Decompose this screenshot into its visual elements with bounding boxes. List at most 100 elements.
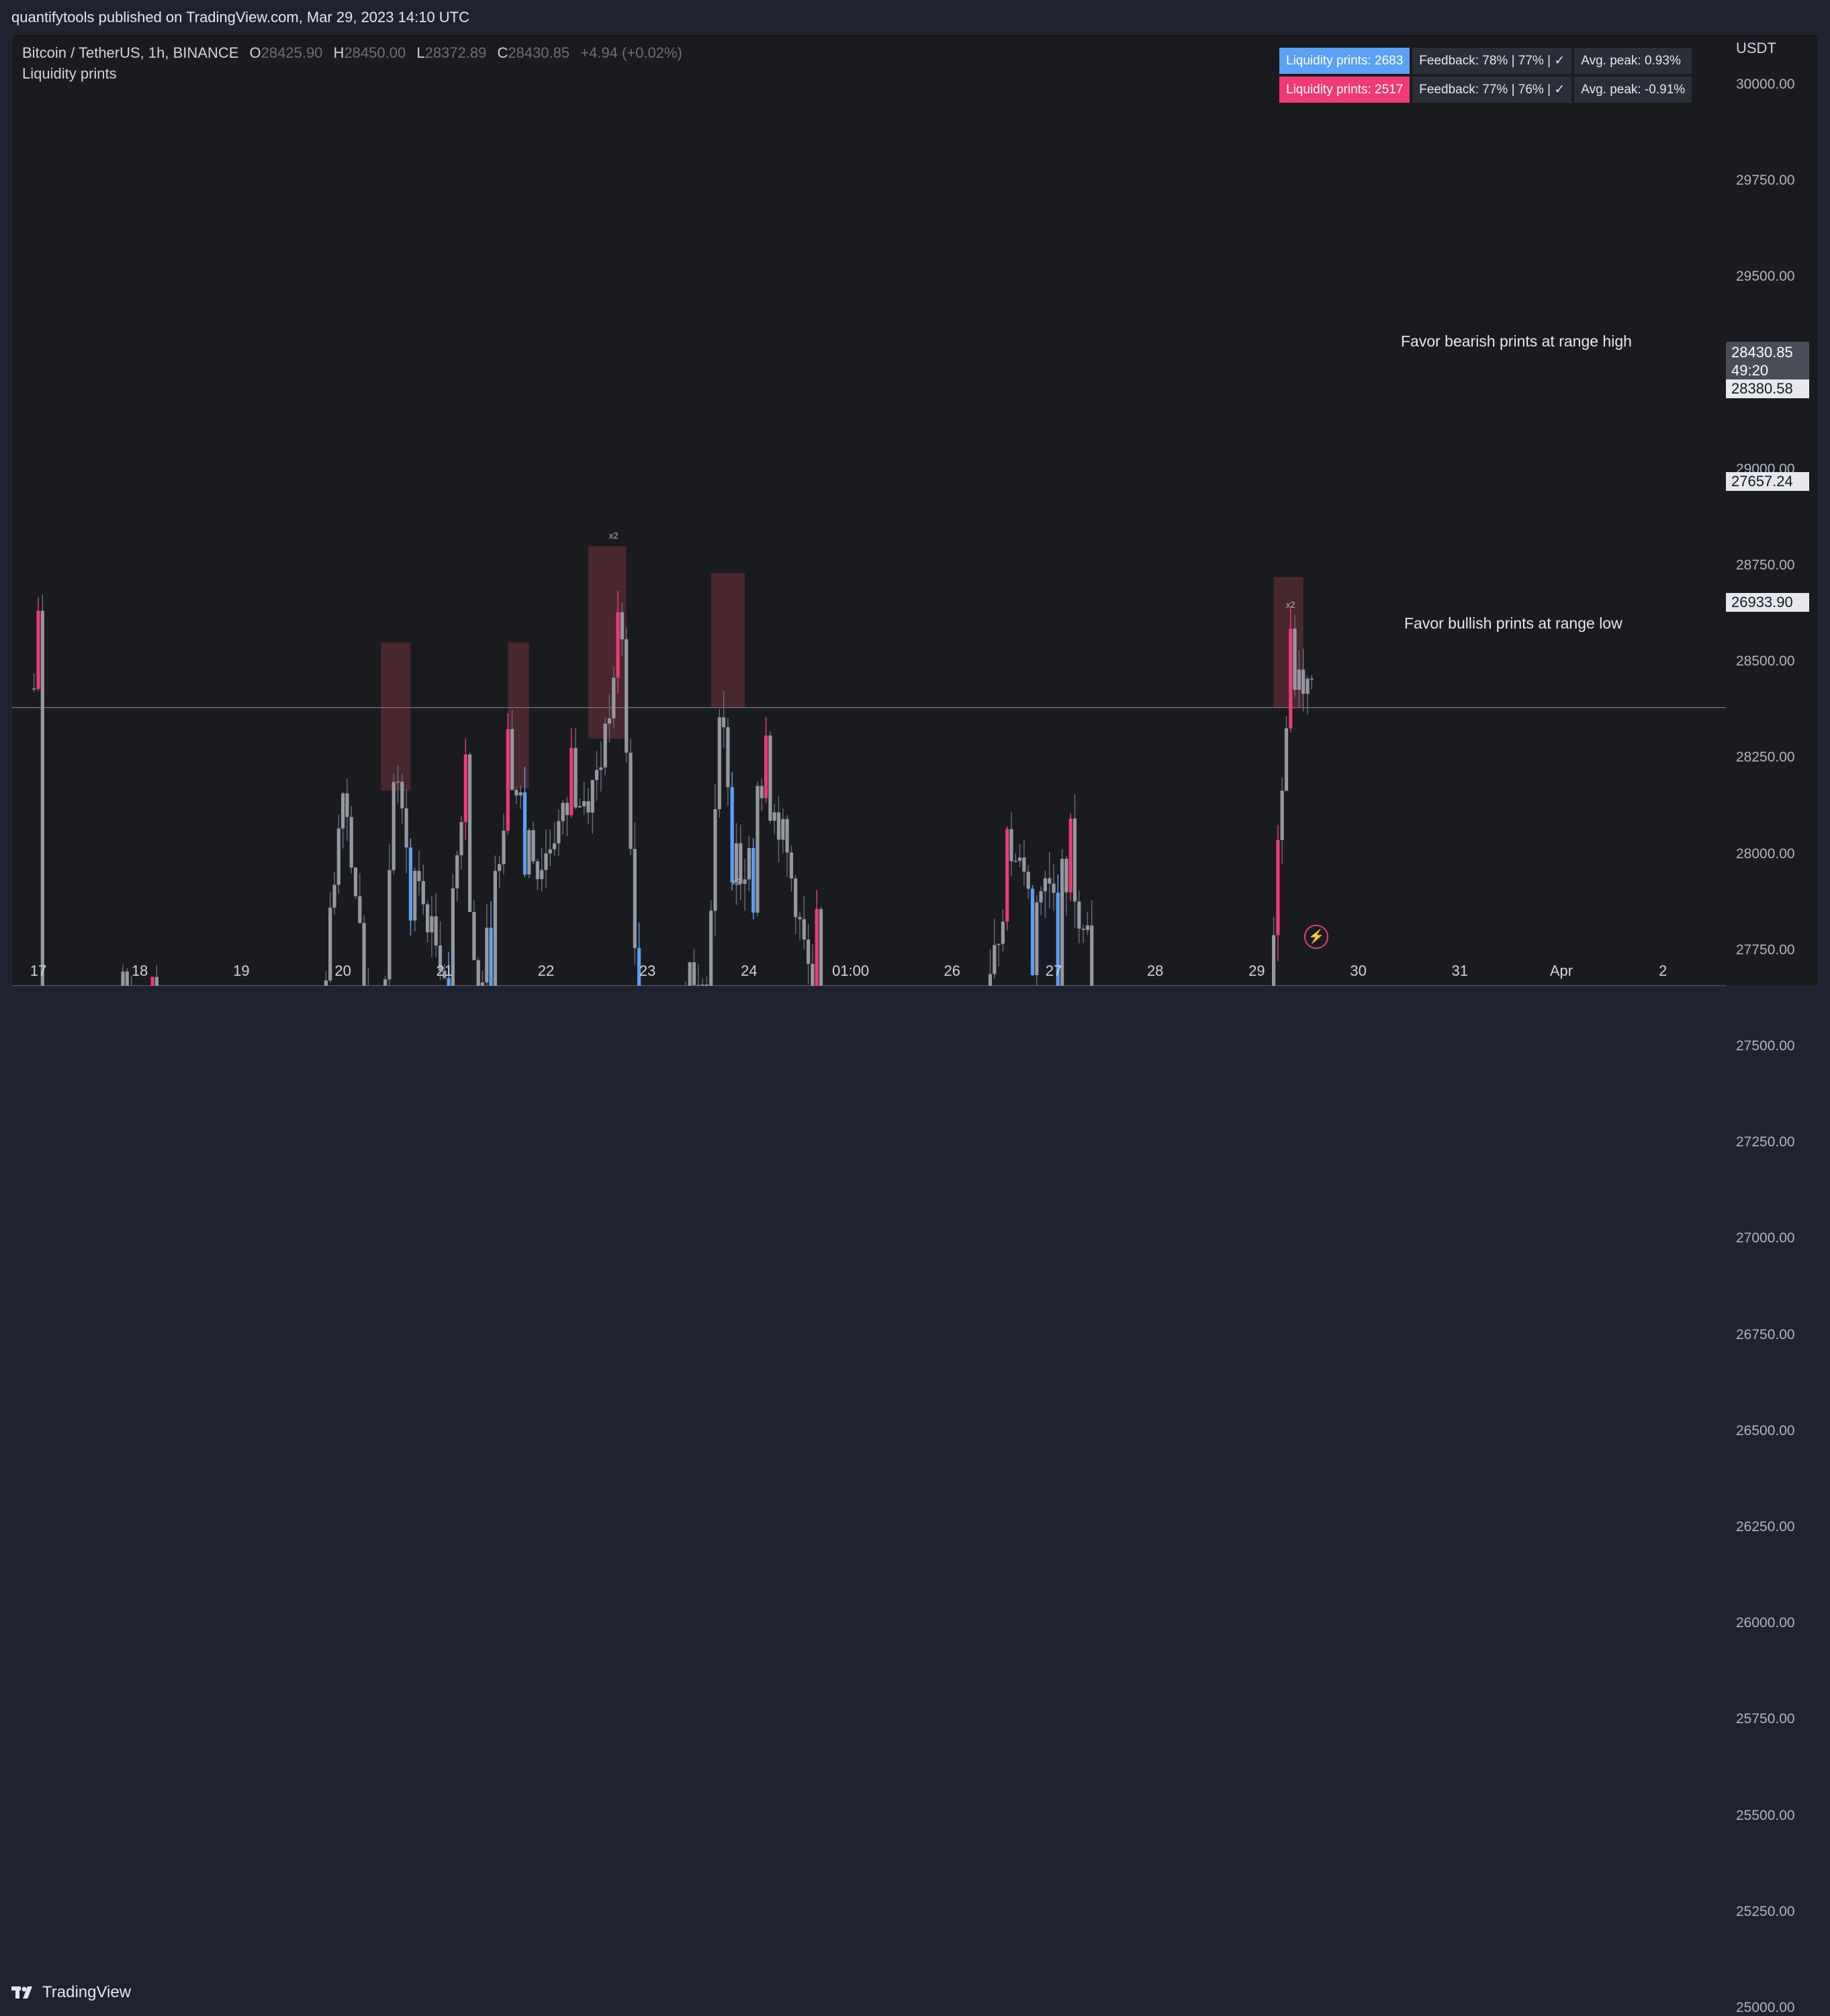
candle — [595, 770, 599, 780]
low-value: 28372.89 — [424, 44, 487, 61]
bearish-print-candle — [815, 909, 819, 986]
bear-feedback-cell: Feedback: 77% | 76% | ✓ — [1412, 77, 1572, 103]
price-axis-label: 26000.00 — [1736, 1615, 1795, 1631]
candle — [125, 971, 129, 986]
symbol-title[interactable]: Bitcoin / TetherUS, 1h, BINANCE — [22, 44, 239, 61]
range-low-note: Favor bullish prints at range low — [1404, 614, 1622, 632]
candle — [807, 940, 811, 964]
range-high-note: Favor bearish prints at range high — [1401, 332, 1632, 350]
candle — [417, 870, 421, 882]
bullish-print-candle — [730, 787, 734, 882]
time-axis-label: 22 — [537, 962, 555, 979]
high-value: 28450.00 — [344, 44, 406, 61]
candle — [510, 729, 514, 790]
candle — [734, 843, 739, 882]
bearish-liquidity-zone — [381, 642, 411, 791]
close-value: 28430.85 — [508, 44, 570, 61]
price-axis-label: 26750.00 — [1736, 1326, 1795, 1342]
bearish-liquidity-zone — [711, 573, 745, 708]
candle — [485, 927, 489, 983]
price-axis-label: 25500.00 — [1736, 1807, 1795, 1823]
candle — [459, 822, 463, 856]
candle — [32, 688, 36, 690]
level-tag-high: 28380.58 — [1726, 379, 1809, 398]
candle — [396, 782, 400, 783]
candle — [1018, 857, 1022, 861]
lightning-bolt-icon[interactable]: ⚡ — [1304, 925, 1328, 949]
time-axis-label: 20 — [334, 962, 351, 979]
candle — [1272, 935, 1276, 986]
bearish-liquidity-zone — [588, 546, 627, 739]
candle — [1293, 629, 1297, 690]
price-axis-label: 25750.00 — [1736, 1711, 1795, 1727]
bear-peak-cell: Avg. peak: -0.91% — [1574, 77, 1692, 103]
bullish-print-candle — [1030, 888, 1035, 975]
candle — [1039, 891, 1043, 903]
candle — [612, 678, 616, 719]
time-axis-label: 17 — [30, 962, 47, 979]
candle — [578, 806, 582, 808]
candle — [404, 808, 408, 847]
candle — [544, 853, 548, 870]
close-label: C — [497, 44, 508, 61]
print-count-marker: x2 — [609, 531, 619, 541]
indicator-name[interactable]: Liquidity prints — [22, 65, 117, 82]
price-chart[interactable]: 1612x2x212x2 — [12, 34, 1819, 986]
price-axis-label: 28250.00 — [1736, 749, 1795, 766]
candle — [455, 855, 459, 888]
bearish-print-candle — [463, 754, 467, 823]
candle — [633, 849, 637, 948]
candle — [696, 984, 700, 986]
candle — [590, 780, 594, 813]
candle — [358, 896, 362, 923]
candle — [582, 801, 586, 807]
candle — [480, 982, 485, 986]
footer-bar: TradingView — [0, 987, 1830, 2001]
candle — [426, 904, 430, 933]
candle — [819, 909, 823, 986]
candle — [629, 752, 633, 850]
candle — [383, 979, 387, 986]
candle — [717, 717, 721, 809]
tradingview-logo[interactable]: TradingView — [11, 1983, 131, 2002]
candle — [1081, 928, 1085, 930]
candle — [1043, 878, 1047, 892]
candle — [438, 945, 443, 971]
bullish-print-candle — [447, 978, 451, 986]
candle — [1072, 818, 1077, 902]
candle — [1085, 925, 1089, 930]
candle — [493, 870, 497, 986]
candle — [1077, 901, 1081, 929]
candle — [443, 970, 447, 978]
bullish-print-candle — [751, 847, 756, 913]
tradingview-mark-icon — [11, 1986, 32, 1999]
candle — [1026, 871, 1030, 889]
bearish-print-candle — [764, 735, 768, 798]
candle — [535, 861, 539, 880]
candle — [747, 847, 751, 880]
candle — [798, 917, 802, 919]
chart-panel[interactable]: 1612x2x212x2 Bitcoin / TetherUS, 1h, BIN… — [11, 34, 1819, 2015]
candle — [498, 864, 502, 871]
price-axis-label: 27500.00 — [1736, 1038, 1795, 1054]
time-axis-label: 29 — [1248, 962, 1265, 979]
time-axis-label: 19 — [233, 962, 250, 979]
time-axis-label: 28 — [1146, 962, 1164, 979]
high-label: H — [333, 44, 345, 61]
price-axis-label: 28000.00 — [1736, 845, 1795, 862]
time-axis-label: 31 — [1451, 962, 1469, 979]
candle — [692, 962, 696, 985]
bearish-print-candle — [1276, 839, 1280, 935]
bearish-print-candle — [616, 612, 620, 678]
candle — [332, 884, 336, 908]
bear-prints-cell: Liquidity prints: 2517 — [1279, 77, 1410, 103]
candle — [400, 782, 404, 809]
price-axis-label: 29500.00 — [1736, 269, 1795, 285]
price-axis-label: 28500.00 — [1736, 653, 1795, 670]
candle — [392, 782, 396, 870]
candle — [548, 849, 552, 854]
time-axis-label: 26 — [944, 962, 961, 979]
print-count-marker: x2 — [1286, 600, 1295, 610]
bear-stats-row: Liquidity prints: 2517 Feedback: 77% | 7… — [1279, 77, 1692, 103]
candle — [1301, 670, 1306, 694]
